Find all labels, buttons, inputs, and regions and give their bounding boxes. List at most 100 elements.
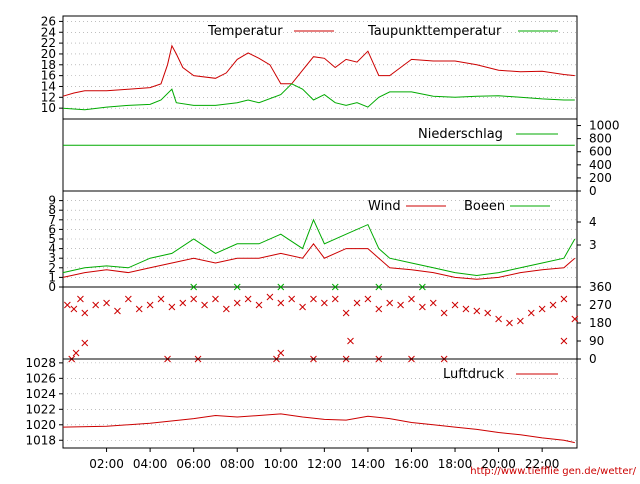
y-tick-label-left-wind: 4 (48, 242, 56, 256)
y-tick-label-left-wind: 9 (48, 194, 56, 208)
scatter-point-wind-direction (353, 299, 361, 307)
scatter-point-wind-direction (277, 299, 285, 307)
x-tick-label: 16:00 (394, 457, 429, 471)
scatter-point-wind-direction (419, 283, 426, 291)
x-tick-label: 04:00 (133, 457, 168, 471)
scatter-point-wind-direction (244, 295, 252, 303)
y-tick-label-left-wind: 3 (48, 251, 56, 265)
scatter-point-wind-direction (157, 295, 165, 303)
scatter-point-wind-direction (331, 283, 339, 291)
scatter-point-wind-direction (310, 295, 317, 303)
scatter-point-wind-direction (440, 309, 448, 317)
scatter-point-wind-direction (321, 299, 328, 307)
scatter-point-wind-direction (462, 305, 470, 313)
scatter-point-wind-direction (233, 299, 241, 307)
y-tick-label-left-wind: 5 (48, 232, 56, 246)
legend-label-wind-0: Wind (368, 199, 401, 214)
scatter-point-wind-direction (299, 303, 306, 311)
scatter-point-wind-direction (92, 301, 100, 309)
y-tick-label-left-temperature: 20 (41, 47, 56, 61)
x-tick-label: 12:00 (307, 457, 342, 471)
x-tick-label: 14:00 (351, 457, 386, 471)
scatter-point-wind-direction (331, 295, 339, 303)
y-tick-label-right-precipitation: 600 (589, 145, 612, 159)
scatter-point-wind-direction (81, 309, 89, 317)
y-tick-label-left-temperature: 18 (41, 58, 56, 72)
scatter-point-wind-direction (364, 295, 372, 303)
y-tick-label-right-precipitation: 800 (589, 132, 612, 146)
y-tick-label-right-wind-direction: 270 (589, 298, 612, 312)
y-tick-label-left-pressure: 1018 (25, 433, 56, 447)
y-tick-label-left-wind: 1 (48, 270, 56, 284)
legend-label-precipitation-0: Niederschlag (418, 127, 503, 142)
x-tick-label: 02:00 (89, 457, 124, 471)
y-tick-label-left-temperature: 22 (41, 36, 56, 50)
y-tick-label-right-precipitation: 1000 (589, 119, 620, 133)
x-tick-label: 10:00 (263, 457, 298, 471)
scatter-point-wind-direction (560, 337, 568, 345)
y-tick-label-left-temperature: 16 (41, 69, 56, 83)
panel-frame-wind-direction (62, 286, 578, 360)
y-tick-label-left-pressure: 1020 (25, 418, 56, 432)
scatter-point-wind-direction (408, 295, 415, 303)
scatter-point-wind-direction (233, 283, 241, 291)
scatter-point-wind-direction (277, 283, 285, 291)
scatter-point-wind-direction (429, 299, 437, 307)
scatter-point-wind-direction (190, 283, 198, 291)
series-line-temperature-1 (62, 83, 575, 111)
y-tick-label-left-pressure: 1022 (25, 402, 56, 416)
scatter-point-wind-direction (342, 309, 350, 317)
scatter-point-wind-direction (397, 301, 404, 309)
scatter-point-wind-direction (277, 349, 285, 357)
scatter-point-wind-direction (473, 307, 481, 315)
scatter-point-wind-direction (419, 303, 426, 311)
y-tick-label-left-pressure: 1026 (25, 371, 56, 385)
scatter-point-wind-direction (70, 305, 78, 313)
legend-label-temperature-1: Taupunkttemperatur (367, 24, 502, 39)
scatter-point-wind-direction (527, 309, 535, 317)
scatter-point-wind-direction (495, 315, 502, 323)
x-tick-label: 06:00 (176, 457, 211, 471)
scatter-point-wind-direction (288, 295, 296, 303)
y-tick-label-left-wind: 2 (48, 261, 56, 275)
scatter-point-wind-direction (451, 301, 459, 309)
scatter-point-wind-direction (135, 305, 143, 313)
scatter-point-wind-direction (179, 299, 187, 307)
scatter-point-wind-direction (571, 315, 579, 323)
scatter-point-wind-direction (255, 301, 263, 309)
series-line-wind-0 (62, 242, 576, 280)
scatter-point-wind-direction (103, 299, 110, 307)
scatter-point-wind-direction (560, 295, 568, 303)
scatter-point-wind-direction (484, 309, 492, 317)
x-tick-label: 08:00 (220, 457, 255, 471)
scatter-point-wind-direction (375, 305, 383, 313)
panel-frame-pressure (62, 358, 578, 449)
scatter-point-wind-direction (114, 307, 121, 315)
y-tick-label-right-precipitation: 200 (589, 171, 612, 185)
scatter-point-wind-direction (549, 301, 557, 309)
y-tick-label-left-temperature: 12 (41, 90, 56, 104)
x-tick-label: 18:00 (438, 457, 473, 471)
scatter-point-wind-direction (222, 305, 230, 313)
scatter-point-wind-direction (506, 319, 513, 327)
scatter-point-wind-direction (64, 301, 71, 309)
scatter-point-wind-direction (538, 305, 546, 313)
y-tick-label-left-wind: 6 (48, 222, 56, 236)
series-line-pressure-0 (62, 413, 575, 444)
y-tick-label-right-wind: 3 (589, 238, 597, 252)
scatter-point-wind-direction (77, 295, 84, 303)
y-tick-label-left-wind: 7 (48, 213, 56, 227)
y-tick-label-left-temperature: 14 (41, 79, 56, 93)
scatter-point-wind-direction (146, 301, 154, 309)
series-line-wind-1 (62, 218, 576, 277)
legend-label-temperature-0: Temperatur (207, 24, 283, 39)
source-url: http://www.tiefflie gen.de/wetter/ (470, 466, 636, 477)
scatter-point-wind-direction (517, 317, 524, 325)
y-tick-label-right-wind-direction: 90 (589, 334, 604, 348)
y-tick-label-left-wind: 8 (48, 203, 56, 217)
scatter-point-wind-direction (386, 299, 394, 307)
y-tick-label-right-precipitation: 400 (589, 158, 612, 172)
scatter-point-wind-direction (347, 337, 354, 345)
